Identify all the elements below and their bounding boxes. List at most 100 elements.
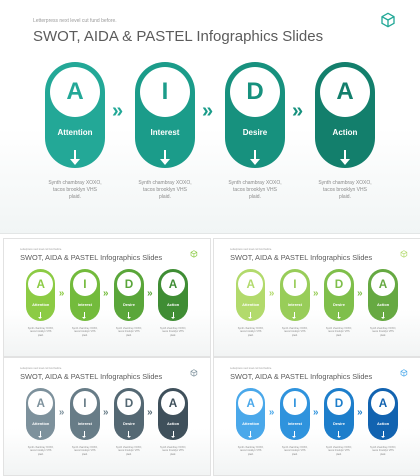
arrow-down-icon [160,159,170,165]
step-label: Interest [287,301,302,307]
step-letter: D [116,390,142,416]
arrow-stem [172,431,174,437]
slide-main-teal[interactable]: Letterpress next level cut fund before. S… [0,0,420,234]
description-line: plaid. [159,193,171,200]
description-line: Synth chambray XOXO, [325,327,352,331]
slide-thumb-green[interactable]: Letterpress next level cut fund before. S… [3,238,211,357]
step-description: Synth chambray XOXO, tacos brooklyn VHS pl… [153,327,192,337]
step-label: Action [376,420,390,426]
step-card-action[interactable]: A Action [315,62,375,168]
step-card-attention[interactable]: A Attention [45,62,105,168]
step-card-attention[interactable]: A Attention [26,269,56,322]
chevron-right-icon: » [292,100,304,122]
arrow-down-icon [82,316,87,319]
description-line: plaid. [336,452,342,456]
step-description: Synth chambray XOXO, tacos brooklyn VHS pl… [65,446,104,456]
step-card-attention[interactable]: A Attention [236,388,266,441]
cube-icon [380,12,396,33]
arrow-stem [254,150,256,160]
arrow-stem [382,312,384,318]
description-line: tacos brooklyn VHS [240,449,262,453]
step-card-action[interactable]: A Action [368,388,398,441]
step-card-desire[interactable]: D Desire [324,269,354,322]
slide-thumb-gray[interactable]: Letterpress next level cut fund before. S… [3,357,211,476]
arrow-down-icon [248,316,253,319]
step-description: Synth chambray XOXO, tacos brooklyn VHS pl… [21,327,60,337]
slide-thumb-light-green[interactable]: Letterpress next level cut fund before. S… [213,238,420,357]
chevron-right-icon: » [58,288,65,299]
chevron-right-icon: » [112,100,124,122]
step-label: Interest [77,420,92,426]
description-line: plaid. [81,333,88,337]
description-line: tacos brooklyn VHS [323,186,367,193]
description-line: plaid. [170,452,176,456]
description-line: plaid. [247,333,254,337]
step-letter: A [28,271,53,297]
step-card-attention[interactable]: A Attention [26,388,56,441]
description-line: Synth chambray XOXO, [115,327,142,331]
cube-icon [190,364,198,382]
step-card-interest[interactable]: I Interest [280,388,310,441]
chevron-right-icon: » [202,100,214,122]
description-line: plaid. [380,452,386,456]
chevron-right-icon: » [357,288,363,299]
step-card-action[interactable]: A Action [158,388,188,441]
slide-title: SWOT, AIDA & PASTEL Infographics Slides [33,28,324,45]
arrow-stem [338,312,340,318]
step-description: Synth chambray XOXO, tacos brooklyn VHS pl… [21,446,60,456]
slide-title: SWOT, AIDA & PASTEL Infographics Slides [230,252,373,262]
arrow-stem [294,312,296,318]
description-line: Synth chambray XOXO, [138,180,192,186]
step-card-desire[interactable]: D Desire [225,62,285,168]
step-card-desire[interactable]: D Desire [114,269,144,322]
step-card-action[interactable]: A Action [158,269,188,322]
description-line: plaid. [249,193,261,200]
step-card-interest[interactable]: I Interest [135,62,195,168]
step-card-desire[interactable]: D Desire [114,388,144,441]
description-line: plaid. [37,452,44,456]
step-card-interest[interactable]: I Interest [280,269,310,322]
step-label: Action [166,420,180,426]
step-card-interest[interactable]: I Interest [70,388,100,441]
arrow-down-icon [380,316,385,319]
arrow-down-icon [340,159,350,165]
slide-thumb-blue[interactable]: Letterpress next level cut fund before. S… [213,357,420,476]
arrow-stem [294,431,296,437]
step-letter: A [238,390,263,416]
step-letter: D [326,390,352,416]
step-description: Synth chambray XOXO, tacos brooklyn VHS pl… [125,180,205,200]
arrow-down-icon [170,435,175,438]
step-card-desire[interactable]: D Desire [324,388,354,441]
arrow-stem [84,312,86,318]
arrow-down-icon [250,159,260,165]
chevron-right-icon: » [357,407,363,418]
slide-pretitle: Letterpress next level cut fund before. [20,247,62,251]
chevron-right-icon: » [312,407,319,418]
chevron-right-icon: » [58,407,65,418]
arrow-down-icon [336,316,341,319]
step-label: Action [376,301,390,307]
description-line: tacos brooklyn VHS [143,186,187,193]
step-letter: A [160,390,186,416]
chevron-right-icon: » [102,288,109,299]
step-label: Desire [122,420,135,426]
slide-pretitle: Letterpress next level cut fund before. [230,247,272,251]
step-card-interest[interactable]: I Interest [70,269,100,322]
description-line: plaid. [69,193,81,200]
arrow-stem [338,431,340,437]
arrow-down-icon [126,316,131,319]
arrow-down-icon [248,435,253,438]
step-label: Desire [332,420,345,426]
step-description: Synth chambray XOXO, tacos brooklyn VHS pl… [275,446,314,456]
description-line: Synth chambray XOXO, [237,446,264,450]
step-card-action[interactable]: A Action [368,269,398,322]
step-letter: I [72,390,98,416]
step-letter: A [320,67,370,117]
chevron-right-icon: » [147,407,153,418]
description-line: tacos brooklyn VHS [74,449,96,453]
cube-icon [400,364,408,382]
description-line: Synth chambray XOXO, [325,446,352,450]
step-label: Attention [32,420,50,426]
step-label: Interest [287,420,302,426]
step-card-attention[interactable]: A Attention [236,269,266,322]
